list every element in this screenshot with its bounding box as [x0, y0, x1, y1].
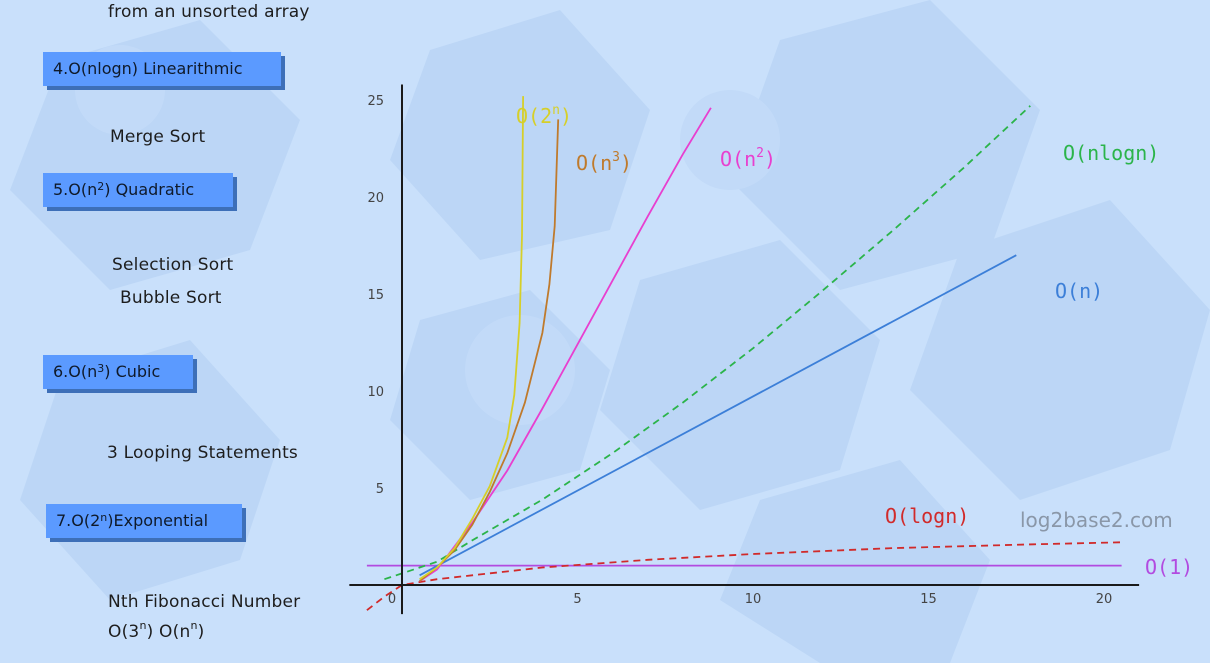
badge-text-post: )Exponential: [107, 511, 209, 530]
series-label: O(n2): [720, 146, 776, 171]
example-merge-sort: Merge Sort: [110, 127, 206, 147]
badge-text: 6.O(n: [53, 362, 98, 381]
x-tick-label: 5: [573, 592, 581, 607]
y-tick-label: 10: [367, 385, 384, 400]
series-line: [384, 105, 1031, 581]
badge-text-post: ) Cubic: [104, 362, 161, 381]
badge-sup: n: [100, 511, 108, 524]
badge-text: 5.O(n: [53, 180, 98, 199]
y-tick-label: 20: [367, 191, 384, 206]
top-caption: from an unsorted array: [108, 2, 310, 22]
badge-sup: 2: [97, 180, 105, 193]
badge-cubic: 6.O(n3) Cubic: [43, 355, 193, 389]
x-tick-label: 20: [1096, 592, 1113, 607]
footer-part: ): [197, 622, 205, 642]
example-looping-statements: 3 Looping Statements: [107, 443, 298, 463]
series-label: O(nlogn): [1063, 141, 1159, 165]
watermark: log2base2.com: [1020, 508, 1173, 532]
footer-complexities: O(3n) O(nn): [108, 619, 205, 642]
example-bubble-sort: Bubble Sort: [120, 288, 222, 308]
badge-linearithmic: 4.O(nlogn) Linearithmic: [43, 52, 281, 86]
example-fibonacci: Nth Fibonacci Number: [108, 592, 301, 612]
x-tick-label: 0: [388, 592, 396, 607]
series-label: O(n): [1055, 279, 1103, 303]
y-tick-label: 5: [376, 482, 384, 497]
badge-text: 7.O(2: [56, 511, 101, 530]
footer-part: O(3: [108, 622, 140, 642]
badge-quadratic: 5.O(n2) Quadratic: [43, 173, 233, 207]
y-tick-label: 15: [367, 288, 384, 303]
series-label: O(logn): [885, 504, 969, 528]
x-tick-label: 10: [745, 592, 762, 607]
series-label: O(n3): [576, 150, 632, 175]
badge-text: 4.O(nlogn) Linearithmic: [53, 59, 243, 78]
example-selection-sort: Selection Sort: [112, 255, 234, 275]
badge-exponential: 7.O(2n)Exponential: [46, 504, 242, 538]
footer-sup: n: [139, 619, 147, 632]
series-label: O(1): [1145, 555, 1193, 579]
footer-sup: n: [190, 619, 198, 632]
series-line: [366, 541, 1122, 611]
footer-part: ) O(n: [146, 622, 191, 642]
y-tick-label: 25: [367, 94, 384, 109]
series-line: [419, 96, 524, 580]
badge-sup: 3: [97, 362, 105, 375]
series-line: [419, 254, 1017, 577]
x-tick-label: 15: [920, 592, 937, 607]
badge-text-post: ) Quadratic: [104, 180, 195, 199]
series-label: O(2n): [516, 103, 572, 128]
series-line: [419, 107, 712, 582]
